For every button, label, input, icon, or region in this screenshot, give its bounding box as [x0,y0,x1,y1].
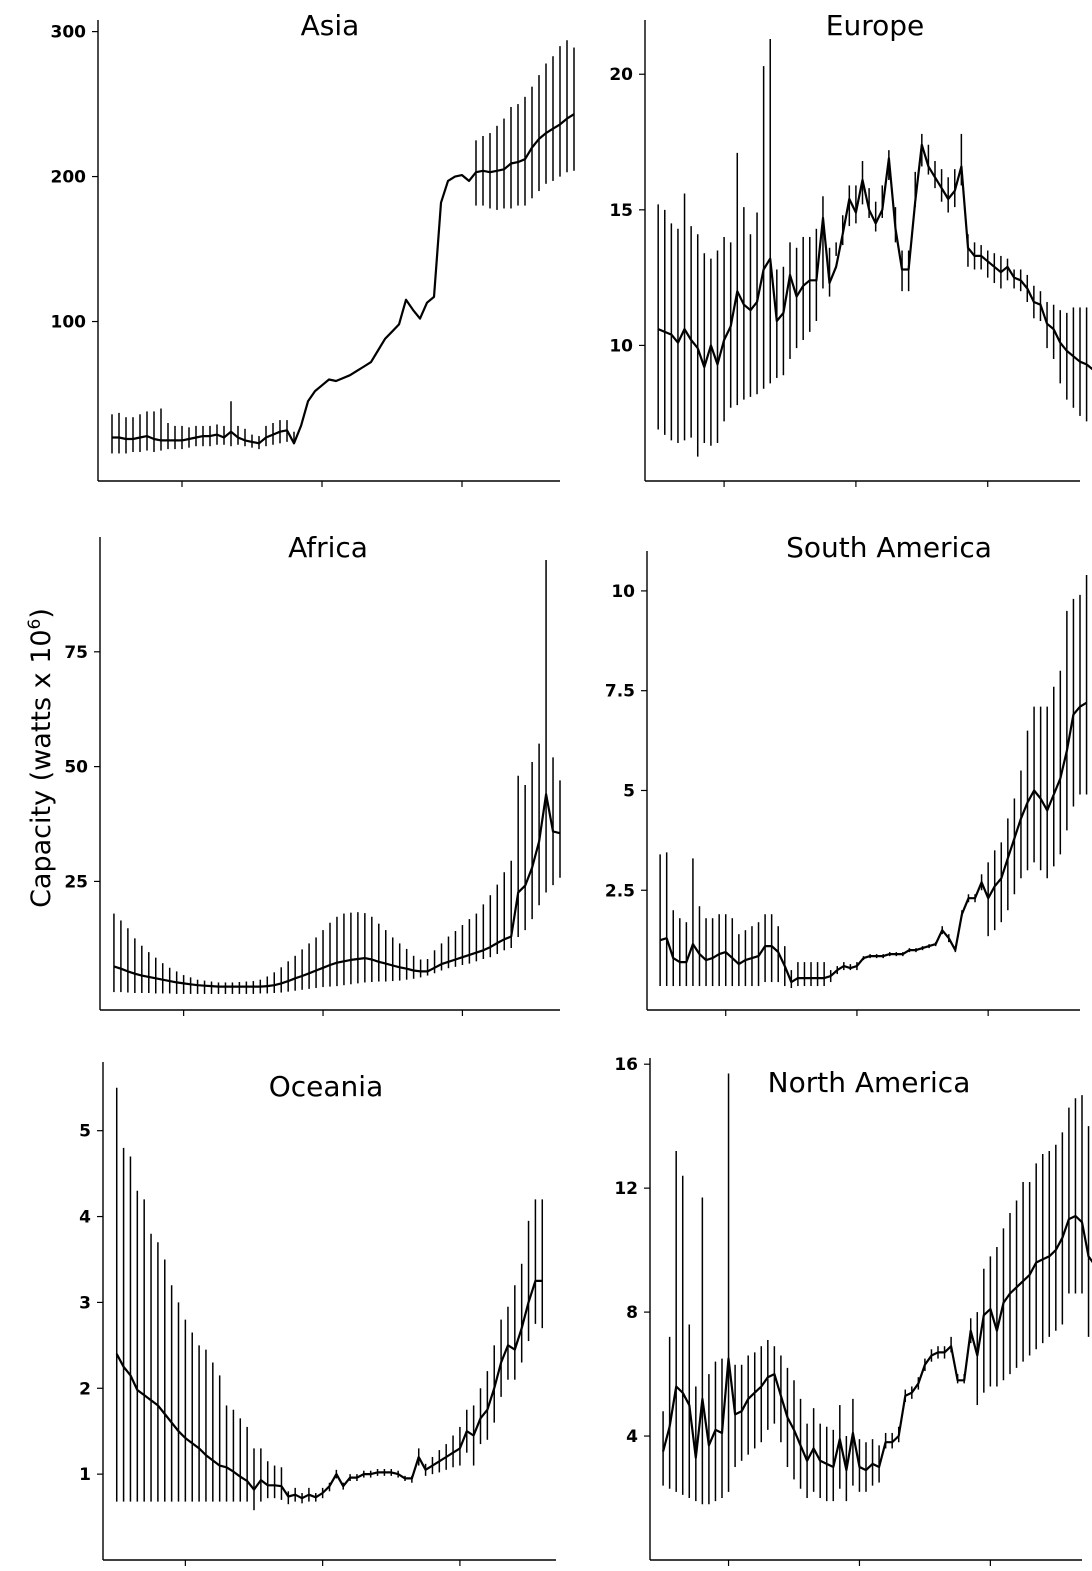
south-america-panel: 2.5 5 7.5 10 South America [605,531,1088,1016]
south-america-series-line [659,701,1088,984]
africa-panel: 25 50 75 Africa [64,531,561,1016]
north-america-y-tick-label: 8 [626,1303,638,1323]
africa-y-tick-label: 75 [64,643,88,663]
europe-title: Europe [826,9,924,42]
asia-y-tick-label: 300 [51,23,87,43]
north-america-y-tick-label: 16 [614,1055,638,1075]
north-america-y-tick-label: 4 [626,1427,638,1447]
south-america-y-tick-label: 5 [623,781,635,801]
north-america-panel: 481216196019802000North America [614,1055,1092,1571]
y-axis-label-superscript: 6 [25,619,45,630]
asia-y-tick-label: 100 [51,313,87,333]
oceania-title: Oceania [269,1070,384,1103]
north-america-series-line [662,1214,1092,1472]
north-america-title: North America [768,1066,971,1099]
south-america-y-tick-label: 10 [611,582,635,602]
oceania-y-tick-label: 4 [79,1208,91,1228]
oceania-y-tick-label: 3 [79,1293,91,1313]
south-america-y-tick-label: 7.5 [605,682,635,702]
europe-panel: 10 15 20 Europe [609,9,1092,487]
europe-y-tick-label: 10 [609,336,633,356]
africa-y-tick-label: 25 [64,872,88,892]
asia-panel: 100 200 300 Asia [51,9,575,487]
oceania-y-tick-label: 1 [79,1465,91,1485]
asia-y-tick-label: 200 [51,168,87,188]
north-america-y-tick-label: 12 [614,1179,638,1199]
europe-y-tick-label: 15 [609,201,633,221]
y-axis-label-main: Capacity (watts x 10 [26,629,57,907]
africa-y-tick-label: 50 [64,758,88,778]
y-axis-label: Capacity (watts x 106) [25,608,57,908]
oceania-y-tick-label: 2 [79,1379,91,1399]
africa-title: Africa [288,531,368,564]
y-axis-label-close: ) [26,608,57,619]
oceania-series-line [115,1279,543,1500]
asia-title: Asia [301,9,360,42]
oceania-panel: 12345196019802000Oceania [79,1062,556,1571]
south-america-title: South America [786,531,992,564]
europe-series-line [657,143,1092,371]
oceania-y-tick-label: 5 [79,1122,91,1142]
europe-y-tick-label: 20 [609,65,633,85]
asia-series-line [112,113,575,445]
south-america-y-tick-label: 2.5 [605,881,635,901]
africa-series-line [113,793,561,988]
